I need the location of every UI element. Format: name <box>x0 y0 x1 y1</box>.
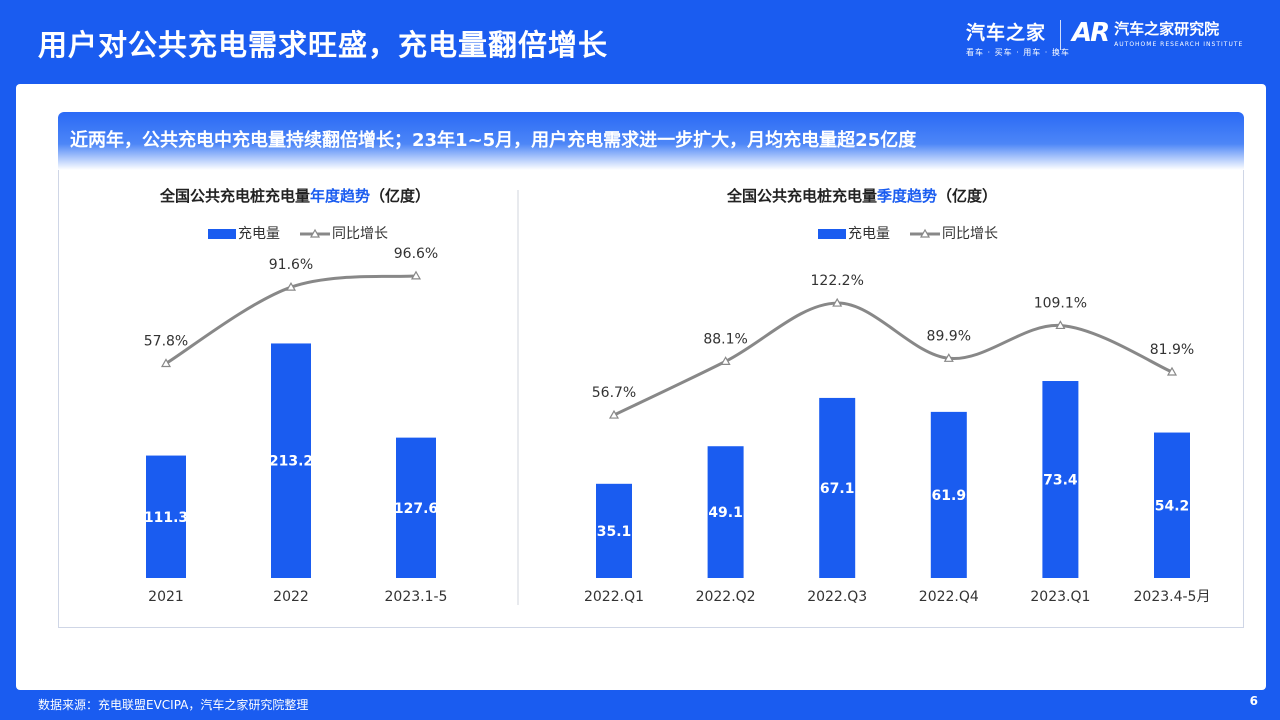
page-title: 用户对公共充电需求旺盛，充电量翻倍增长 <box>38 28 609 62</box>
chart-title: 全国公共充电桩充电量年度趋势（亿度） <box>159 187 430 205</box>
chart-title-suffix: （亿度） <box>937 187 997 205</box>
growth-value-label: 81.9% <box>1150 342 1194 358</box>
page-number: 6 <box>1249 694 1258 708</box>
bar-value-label: 49.1 <box>708 505 743 521</box>
bar-value-label: 67.1 <box>820 481 855 497</box>
bar-value-label: 111.3 <box>144 510 188 526</box>
bar <box>930 411 967 578</box>
research-logo-en: AUTOHOME RESEARCH INSTITUTE <box>1114 41 1244 48</box>
research-logo-mark: AR <box>1072 18 1110 48</box>
chart-title: 全国公共充电桩充电量季度趋势（亿度） <box>726 187 997 205</box>
legend-line-marker <box>919 228 931 238</box>
chart-title-highlight: 季度趋势 <box>877 187 937 205</box>
bar <box>1042 381 1079 578</box>
legend-line-marker <box>309 228 321 238</box>
growth-point <box>943 353 954 362</box>
bar-value-label: 213.2 <box>269 454 313 470</box>
category-label: 2022.Q4 <box>919 589 979 605</box>
growth-point <box>160 358 172 368</box>
legend-line-label: 同比增长 <box>942 226 998 242</box>
research-logo: AR 汽车之家研究院 AUTOHOME RESEARCH INSTITUTE <box>1072 18 1243 48</box>
growth-point <box>410 270 422 280</box>
category-label: 2022.Q2 <box>696 589 756 605</box>
bar-value-label: 35.1 <box>597 524 632 540</box>
summary-banner-text: 近两年，公共充电中充电量持续翻倍增长；23年1~5月，用户充电需求进一步扩大，月… <box>70 130 917 151</box>
category-label: 2022.Q3 <box>807 589 867 605</box>
logo-divider <box>1060 20 1061 50</box>
bar-value-label: 61.9 <box>932 488 967 504</box>
legend-bar-swatch <box>818 229 846 239</box>
bar-value-label: 127.6 <box>394 501 438 517</box>
chart-title-prefix: 全国公共充电桩充电量 <box>726 187 877 205</box>
legend-bar-label: 充电量 <box>238 226 280 242</box>
growth-point <box>832 297 843 307</box>
growth-point <box>608 409 620 419</box>
growth-point <box>1055 320 1066 330</box>
bar-value-label: 54.2 <box>1155 498 1190 514</box>
autohome-logo-text: 汽车之家 <box>966 22 1047 44</box>
category-label: 2023.Q1 <box>1030 589 1090 605</box>
growth-value-label: 89.9% <box>927 328 971 344</box>
legend-bar-label: 充电量 <box>848 226 890 242</box>
bar-value-label: 73.4 <box>1043 473 1078 489</box>
bar <box>596 483 632 578</box>
growth-value-label: 56.7% <box>592 385 636 401</box>
growth-line <box>613 301 1173 417</box>
bar <box>1154 432 1190 578</box>
data-source: 数据来源：充电联盟EVCIPA，汽车之家研究院整理 <box>38 698 309 712</box>
category-label: 2023.1-5 <box>385 589 448 605</box>
chart-title-highlight: 年度趋势 <box>310 187 370 205</box>
growth-point <box>1166 366 1178 376</box>
chart-panel <box>58 170 1244 628</box>
research-logo-text: 汽车之家研究院 <box>1114 20 1220 38</box>
bar <box>819 397 856 578</box>
bar <box>271 343 311 578</box>
category-label: 2021 <box>148 589 184 605</box>
growth-point <box>285 281 297 291</box>
category-label: 2022 <box>273 589 309 605</box>
bar <box>396 437 436 578</box>
chart-title-prefix: 全国公共充电桩充电量 <box>159 187 310 205</box>
growth-value-label: 109.1% <box>1034 295 1087 311</box>
growth-value-label: 122.2% <box>811 273 864 289</box>
category-label: 2022.Q1 <box>584 589 644 605</box>
summary-banner: 近两年，公共充电中充电量持续翻倍增长；23年1~5月，用户充电需求进一步扩大，月… <box>58 112 1244 170</box>
growth-value-label: 88.1% <box>703 331 747 347</box>
category-label: 2023.4-5月 <box>1134 589 1211 605</box>
growth-point <box>720 356 731 365</box>
legend-line-label: 同比增长 <box>332 226 388 242</box>
chart-title-suffix: （亿度） <box>370 187 430 205</box>
autohome-logo: 汽车之家 看车 · 买车 · 用车 · 换车 <box>966 18 1070 58</box>
growth-value-label: 96.6% <box>394 246 438 262</box>
legend-bar-swatch <box>208 229 236 239</box>
bar <box>707 446 744 578</box>
bar <box>146 455 186 578</box>
autohome-logo-tagline: 看车 · 买车 · 用车 · 换车 <box>966 48 1070 57</box>
growth-value-label: 57.8% <box>144 333 188 349</box>
growth-value-label: 91.6% <box>269 257 313 273</box>
